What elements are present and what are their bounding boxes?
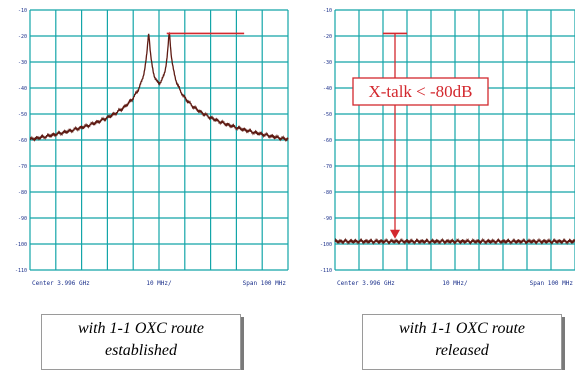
center-frequency-label: Center 3.996 GHz	[32, 280, 90, 287]
crosstalk-annotation: X-talk < -80dB	[368, 82, 472, 101]
y-tick-label: -110	[15, 268, 27, 274]
y-tick-label: -40	[323, 86, 332, 92]
y-tick-label: -80	[18, 190, 27, 196]
y-tick-label: -80	[323, 190, 332, 196]
y-tick-label: -60	[18, 138, 27, 144]
caption-line-2: established	[105, 342, 177, 359]
spectrum-trace	[334, 237, 575, 246]
y-tick-label: -10	[18, 8, 27, 14]
y-tick-label: -20	[323, 34, 332, 40]
y-tick-label: -30	[323, 60, 332, 66]
y-tick-label: -50	[18, 112, 27, 118]
division-label: 10 MHz/	[146, 280, 172, 287]
center-frequency-label: Center 3.996 GHz	[337, 280, 395, 287]
caption-line-2: released	[435, 342, 489, 359]
span-label: Span 100 MHz	[243, 280, 287, 287]
y-tick-label: -50	[323, 112, 332, 118]
y-tick-label: -30	[18, 60, 27, 66]
caption-released: with 1-1 OXC route released	[362, 314, 562, 370]
crosstalk-arrow-head	[390, 229, 400, 239]
y-tick-label: -90	[323, 216, 332, 222]
y-tick-label: -90	[18, 216, 27, 222]
caption-line-1: with 1-1 OXC route	[398, 320, 526, 337]
division-label: 10 MHz/	[442, 280, 468, 287]
y-tick-label: -70	[18, 164, 27, 170]
annotation-box	[352, 77, 489, 106]
caption-line-1: with 1-1 OXC route	[77, 320, 205, 337]
y-tick-label: -60	[323, 138, 332, 144]
spectrum-panel-released: -10 -20 -30 -40 -50 -60 -70 -80 -90 -100 -110 Cente…	[320, 8, 575, 287]
y-tick-label: -100	[320, 242, 332, 248]
spectrum-panel-established: -10 -20 -30 -40 -50 -60 -70 -80 -90 -100 -110 Cente…	[15, 8, 289, 287]
y-tick-label: -10	[323, 8, 332, 14]
y-tick-label: -70	[323, 164, 332, 170]
y-tick-label: -20	[18, 34, 27, 40]
y-tick-label: -40	[18, 86, 27, 92]
y-tick-label: -110	[320, 268, 332, 274]
spectrum-trace	[29, 31, 289, 142]
y-tick-label: -100	[15, 242, 27, 248]
caption-established: with 1-1 OXC route established	[41, 314, 241, 370]
span-label: Span 100 MHz	[530, 280, 574, 287]
